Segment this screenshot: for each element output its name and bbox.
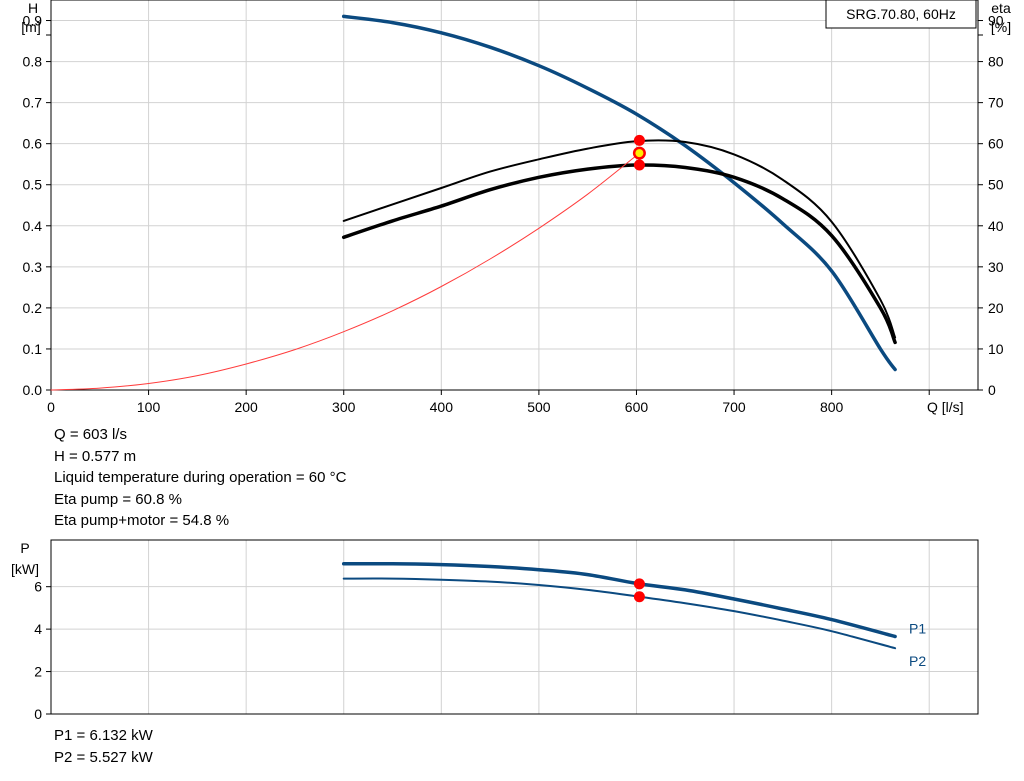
p2-value: P2 = 5.527 kW [54,748,153,766]
operating-point-info: Q = 603 l/s H = 0.577 m Liquid temperatu… [54,424,346,532]
power-chart-frame [50,539,979,715]
power-y-tick-label: 0 [34,706,42,722]
head-value: H = 0.577 m [54,447,137,465]
top-x-axis-label: Q [l/s] [927,399,964,415]
power-y-axis-unit: [kW] [11,561,39,577]
top-x-tick-label: 300 [332,399,356,415]
p2-curve-label: P2 [909,653,926,669]
power-chart-grid [51,540,978,714]
top-y-tick-label: 0.5 [23,177,43,193]
top-y-tick-label: 0.1 [23,341,43,357]
power-chart-curves: P1 P2 [341,561,926,669]
top-y-axis-label: H [28,0,38,16]
top-y-tick-label: 0.8 [23,54,43,70]
top-y2-tick-label: 10 [988,341,1004,357]
eta-pump-motor-value: Eta pump+motor = 54.8 % [54,512,230,529]
p1-value: P1 = 6.132 kW [54,727,153,744]
top-y2-tick-label: 30 [988,259,1004,275]
top-y2-tick-label: 20 [988,300,1004,316]
power-chart-ticks: 0 2 4 6 [34,579,51,722]
top-x-tick-label: 100 [137,399,161,415]
top-x-tick-label: 700 [722,399,746,415]
top-y-tick-label: 0.3 [23,259,43,275]
top-y-axis-unit: [m] [21,19,40,35]
chart-title-box: SRG.70.80, 60Hz [825,0,977,29]
top-y2-tick-label: 60 [988,136,1004,152]
top-chart-frame [50,0,979,391]
top-x-tick-label: 400 [430,399,454,415]
p2-marker [633,591,645,603]
top-y2-axis-unit: [%] [991,19,1011,35]
top-y-tick-label: 0.7 [23,95,43,111]
top-chart-ticks: 0 100 200 300 400 500 600 700 8000.00.10.20.30.4… [23,13,1004,415]
top-y-tick-label: 0.4 [23,218,43,234]
system-curve [50,152,640,391]
top-y-tick-label: 0.2 [23,300,43,316]
top-y-tick-label: 0.6 [23,136,43,152]
eta-pump-marker [633,134,645,146]
top-y-tick-label: 0.0 [23,382,43,398]
top-chart-curves [50,14,897,391]
power-y-tick-label: 6 [34,579,42,595]
p1-curve-label: P1 [909,621,926,637]
power-info: P1 = 6.132 kW P2 = 5.527 kW [54,725,153,768]
chart-title: SRG.70.80, 60Hz [846,6,956,22]
eta-pump-motor-marker [633,159,645,171]
flow-value: Q = 603 l/s [54,426,127,443]
top-x-tick-label: 800 [820,399,844,415]
top-y2-tick-label: 0 [988,382,996,398]
p1-marker [633,578,645,590]
head-curve [341,14,897,372]
eta-pump-motor-curve [341,163,897,345]
top-x-tick-label: 600 [625,399,649,415]
top-y-tick-label: 0.9 [23,13,43,29]
power-y-axis-label: P [20,540,29,556]
top-y2-tick-label: 40 [988,218,1004,234]
p2-curve [342,577,897,650]
top-x-tick-label: 500 [527,399,551,415]
top-x-tick-label: 200 [234,399,258,415]
top-y2-tick-label: 80 [988,54,1004,70]
liquid-temperature: Liquid temperature during operation = 60… [54,469,347,486]
top-y2-tick-label: 70 [988,95,1004,111]
top-y2-tick-label: 50 [988,177,1004,193]
eta-pump-value: Eta pump = 60.8 % [54,490,182,508]
power-y-tick-label: 2 [34,664,42,680]
top-y2-tick-label: 90 [988,13,1004,29]
duty-point-marker-inner [635,149,644,158]
power-y-tick-label: 4 [34,621,42,637]
top-chart-grid [51,0,978,390]
top-x-tick-label: 0 [47,399,55,415]
p1-curve [341,561,897,639]
top-y2-axis-label: eta [991,0,1011,16]
